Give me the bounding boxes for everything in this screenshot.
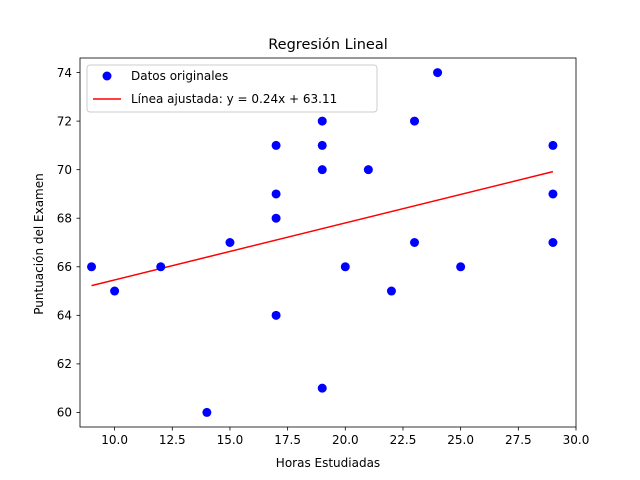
- plot-frame: [79, 57, 577, 428]
- y-tick-label: 62: [57, 357, 72, 371]
- data-point: [386, 286, 396, 296]
- x-tick-label: 22.5: [390, 433, 417, 447]
- x-tick-label: 20.0: [332, 433, 359, 447]
- y-tick-label: 70: [57, 163, 72, 177]
- data-point: [202, 407, 212, 417]
- data-point: [548, 140, 558, 150]
- x-tick-label: 25.0: [447, 433, 474, 447]
- x-tick-label: 27.5: [505, 433, 532, 447]
- data-point: [548, 238, 558, 247]
- data-point: [271, 189, 281, 199]
- y-tick-label: 74: [57, 66, 72, 80]
- data-point: [271, 310, 281, 320]
- data-point: [456, 262, 466, 272]
- legend-label-scatter: Datos originales: [131, 69, 228, 83]
- x-axis: 10.0 12.5 15.0 17.5 20.0 22.5 25.0 27.5 30.0: [101, 427, 589, 447]
- legend: Datos originales Línea ajustada: y = 0.24…: [86, 64, 378, 113]
- y-tick-label: 66: [57, 260, 72, 274]
- data-point: [271, 213, 281, 223]
- data-point: [548, 189, 558, 199]
- data-point: [271, 140, 281, 150]
- plot-area: [79, 57, 577, 428]
- data-point: [410, 238, 420, 247]
- y-axis: 60 62 64 66 68 70 72 74: [57, 66, 80, 420]
- y-axis-label: Puntuación del Examen: [32, 173, 46, 314]
- data-point: [225, 238, 235, 247]
- y-tick-label: 72: [57, 114, 72, 128]
- x-tick-label: 17.5: [274, 433, 301, 447]
- data-point: [317, 383, 327, 393]
- chart-title: Regresión Lineal: [268, 37, 388, 53]
- legend-box: [86, 64, 378, 113]
- x-tick-label: 10.0: [101, 433, 128, 447]
- x-tick-label: 15.0: [217, 433, 244, 447]
- data-point: [433, 68, 443, 78]
- data-point: [340, 262, 350, 272]
- data-point: [156, 262, 166, 272]
- legend-marker-scatter: [102, 71, 112, 81]
- data-point: [317, 165, 327, 175]
- x-tick-label: 30.0: [563, 433, 590, 447]
- data-point: [410, 116, 420, 126]
- data-point: [317, 116, 327, 126]
- data-point: [363, 165, 373, 175]
- data-point: [110, 286, 120, 296]
- data-point: [317, 140, 327, 150]
- regression-line: [91, 170, 554, 287]
- legend-label-line: Línea ajustada: y = 0.24x + 63.11: [131, 92, 337, 106]
- y-tick-label: 68: [57, 212, 72, 226]
- data-point: [87, 262, 97, 272]
- y-tick-label: 64: [57, 309, 72, 323]
- x-tick-label: 12.5: [159, 433, 186, 447]
- x-axis-label: Horas Estudiadas: [276, 456, 380, 470]
- y-tick-label: 60: [57, 406, 72, 420]
